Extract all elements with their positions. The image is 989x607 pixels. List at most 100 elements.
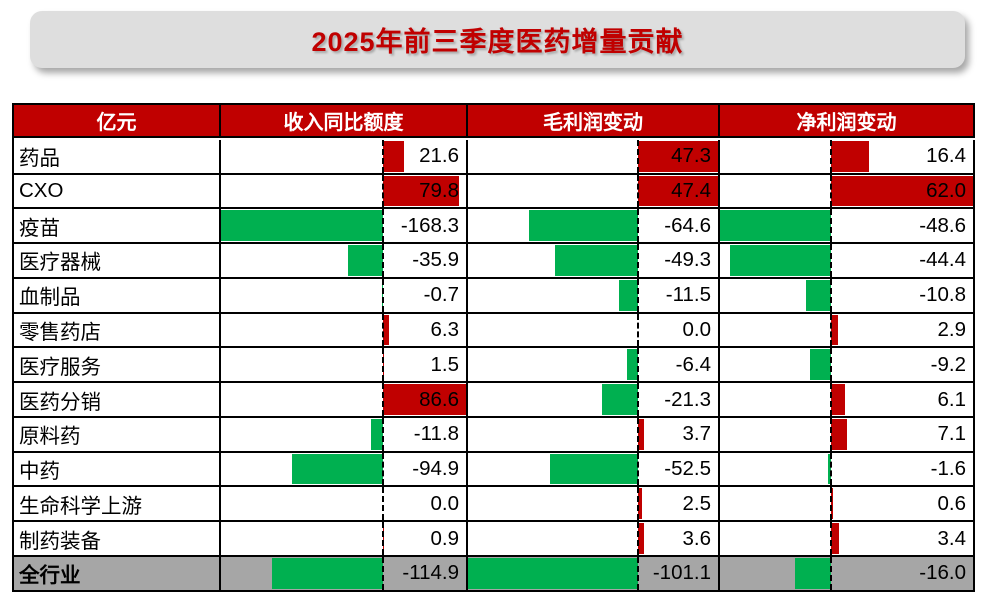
positive-data-bar (638, 488, 643, 520)
zero-axis-line (830, 139, 833, 173)
bar-cell: -94.9 (221, 452, 468, 488)
bar-cell: 1.5 (221, 348, 468, 384)
negative-data-bar (348, 245, 383, 276)
zero-axis-line (637, 348, 640, 382)
positive-data-bar (831, 175, 973, 207)
zero-axis-line (830, 383, 833, 416)
bar-cell: 0.6 (720, 487, 975, 523)
cell-value: -11.5 (665, 283, 711, 307)
cell-value: -168.3 (400, 213, 459, 237)
zero-axis-line (637, 417, 640, 451)
negative-data-bar (529, 210, 639, 242)
row-label: 疫苗 (14, 209, 221, 245)
cell-value: -44.4 (919, 248, 966, 272)
row-label: 医药分销 (14, 383, 221, 418)
row-label: 药品 (14, 139, 221, 175)
zero-axis-line (381, 209, 384, 243)
page-title: 2025年前三季度医药增量贡献 (311, 27, 684, 57)
zero-axis-line (381, 278, 384, 312)
bar-cell: -0.7 (221, 278, 468, 314)
zero-axis-line (830, 174, 833, 208)
bar-cell: -114.9 (221, 556, 468, 592)
zero-axis-line (637, 174, 640, 208)
negative-data-bar (549, 453, 639, 485)
cell-value: 0.6 (937, 491, 967, 515)
bar-cell: -9.2 (720, 348, 975, 384)
cell-value: -35.9 (412, 248, 459, 272)
row-label: 原料药 (14, 417, 221, 453)
zero-axis-line (830, 452, 833, 486)
cell-value: 21.6 (419, 144, 459, 168)
zero-axis-line (381, 244, 384, 277)
cell-value: 3.7 (682, 422, 712, 446)
row-label: 中药 (14, 452, 221, 488)
header-cell-gross-profit-change: 毛利润变动 (468, 105, 720, 138)
zero-axis-line (830, 278, 833, 312)
header-cell-revenue-change: 收入同比额度 (221, 105, 468, 138)
zero-axis-line (381, 522, 384, 555)
row-label: 医疗服务 (14, 348, 221, 384)
positive-data-bar (831, 314, 838, 346)
bar-cell: 2.5 (468, 487, 720, 523)
positive-data-bar (638, 140, 718, 172)
bar-cell: 62.0 (720, 174, 975, 210)
positive-data-bar (831, 418, 848, 450)
cell-value: -64.6 (664, 213, 711, 237)
zero-axis-line (637, 522, 640, 555)
zero-axis-line (830, 209, 833, 243)
negative-data-bar (806, 279, 832, 311)
cell-value: 0.9 (430, 526, 460, 550)
positive-data-bar (831, 523, 839, 554)
negative-data-bar (371, 418, 383, 450)
bar-cell: 6.1 (720, 383, 975, 418)
cell-value: 86.6 (419, 387, 459, 411)
positive-data-bar (638, 175, 718, 207)
bar-cell: -168.3 (221, 209, 468, 245)
cell-value: 1.5 (430, 352, 460, 376)
positive-data-bar (382, 175, 460, 207)
cell-value: -21.3 (664, 387, 711, 411)
row-label: 生命科学上游 (14, 487, 221, 523)
bar-cell: -44.4 (720, 244, 975, 279)
positive-data-bar (382, 140, 404, 172)
zero-axis-line (381, 556, 384, 590)
positive-data-bar (638, 418, 645, 450)
bar-cell: -6.4 (468, 348, 720, 384)
zero-axis-line (381, 174, 384, 208)
zero-axis-line (637, 209, 640, 243)
negative-data-bar (221, 210, 383, 242)
row-label: 血制品 (14, 278, 221, 314)
cell-value: -6.4 (675, 352, 711, 376)
cell-value: 7.1 (937, 422, 967, 446)
bar-cell: 16.4 (720, 139, 975, 175)
bar-cell: -11.8 (221, 417, 468, 453)
contribution-table: 亿元 收入同比额度 毛利润变动 净利润变动 药品 21.6 47.3 16.4 CXO 7… (12, 103, 975, 592)
bar-cell: -49.3 (468, 244, 720, 279)
zero-axis-line (637, 383, 640, 416)
zero-axis-line (830, 244, 833, 277)
cell-value: -52.5 (664, 457, 711, 481)
zero-axis-line (381, 383, 384, 416)
bar-cell: -11.5 (468, 278, 720, 314)
cell-value: 47.4 (671, 178, 711, 202)
cell-value: -114.9 (402, 561, 459, 585)
bar-cell: 6.3 (221, 313, 468, 349)
zero-axis-line (637, 278, 640, 312)
cell-value: 47.3 (671, 144, 711, 168)
negative-data-bar (729, 245, 832, 276)
header-cell-unit: 亿元 (14, 105, 221, 138)
zero-axis-line (381, 313, 384, 347)
positive-data-bar (382, 314, 389, 346)
bar-cell: 0.9 (221, 522, 468, 557)
row-label-total: 全行业 (14, 556, 221, 592)
cell-value: -9.2 (930, 352, 966, 376)
negative-data-bar (810, 349, 832, 381)
bar-cell: -1.6 (720, 452, 975, 488)
bar-cell: 79.8 (221, 174, 468, 210)
cell-value: -16.0 (919, 561, 966, 585)
bar-cell: -64.6 (468, 209, 720, 245)
bar-cell: 2.9 (720, 313, 975, 349)
cell-value: 2.9 (937, 317, 967, 341)
positive-data-bar (831, 140, 869, 172)
